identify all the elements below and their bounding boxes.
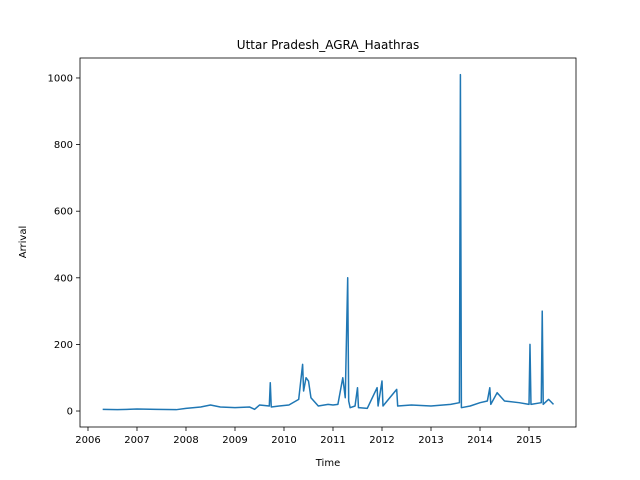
x-tick-label: 2006 xyxy=(75,435,100,446)
line-series xyxy=(102,73,555,411)
x-tick-label: 2010 xyxy=(271,435,296,446)
y-tick-label: 1000 xyxy=(48,73,73,84)
x-tick-label: 2014 xyxy=(467,435,492,446)
y-tick-label: 800 xyxy=(54,140,73,151)
y-tick-label: 600 xyxy=(54,207,73,218)
x-tick-label: 2009 xyxy=(222,435,247,446)
chart-title: Uttar Pradesh_AGRA_Haathras xyxy=(237,38,419,52)
y-tick-label: 0 xyxy=(67,407,73,418)
x-tick-label: 2013 xyxy=(418,435,443,446)
x-axis-label: Time xyxy=(315,458,340,469)
x-tick-label: 2008 xyxy=(173,435,198,446)
x-tick-label: 2007 xyxy=(124,435,149,446)
y-axis-label: Arrival xyxy=(18,226,29,259)
y-tick-label: 400 xyxy=(54,273,73,284)
y-tick-label: 200 xyxy=(54,340,73,351)
x-tick-label: 2015 xyxy=(516,435,541,446)
plot-frame xyxy=(79,57,577,428)
x-tick-label: 2011 xyxy=(320,435,345,446)
x-tick-label: 2012 xyxy=(369,435,394,446)
